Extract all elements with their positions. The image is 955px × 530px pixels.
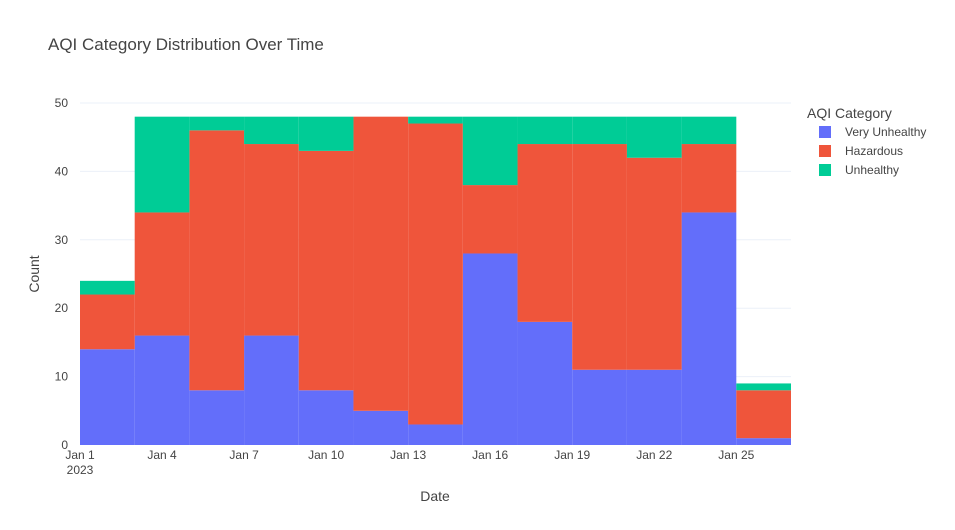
- bar-very-unhealthy[interactable]: [298, 390, 354, 445]
- bar-unhealthy[interactable]: [517, 116, 573, 145]
- x-tick-label: Jan 7: [229, 448, 259, 462]
- bar-hazardous[interactable]: [681, 144, 737, 213]
- legend-label-hazardous[interactable]: Hazardous: [845, 144, 903, 158]
- bar-very-unhealthy[interactable]: [134, 335, 190, 445]
- legend-swatch-very-unhealthy[interactable]: [819, 126, 831, 138]
- x-tick-label: Jan 10: [308, 448, 344, 462]
- y-axis-ticks: 0 10 20 30 40 50: [55, 96, 69, 452]
- bar-hazardous[interactable]: [572, 144, 627, 370]
- y-tick-label: 0: [61, 438, 68, 452]
- bar-hazardous[interactable]: [462, 185, 518, 254]
- x-tick-label: Jan 4: [147, 448, 177, 462]
- y-tick-label: 40: [55, 164, 69, 178]
- x-tick-label: Jan 13: [390, 448, 426, 462]
- legend-label-very-unhealthy[interactable]: Very Unhealthy: [845, 125, 926, 139]
- x-tick-label: Jan 25: [718, 448, 754, 462]
- bar-very-unhealthy[interactable]: [408, 424, 463, 445]
- bar-hazardous[interactable]: [189, 130, 245, 391]
- chart-title: AQI Category Distribution Over Time: [48, 35, 324, 54]
- bar-unhealthy[interactable]: [736, 383, 791, 391]
- y-tick-label: 30: [55, 233, 69, 247]
- x-tick-label: Jan 19: [554, 448, 590, 462]
- y-tick-label: 20: [55, 301, 69, 315]
- x-tick-year-label: 2023: [67, 463, 94, 477]
- bar-unhealthy[interactable]: [462, 116, 518, 186]
- bar-unhealthy[interactable]: [681, 116, 737, 145]
- bar-very-unhealthy[interactable]: [626, 369, 682, 445]
- x-tick-label: Jan 22: [636, 448, 672, 462]
- bar-hazardous[interactable]: [736, 390, 791, 439]
- y-tick-label: 10: [55, 370, 69, 384]
- bar-unhealthy[interactable]: [189, 116, 245, 131]
- legend-label-unhealthy[interactable]: Unhealthy: [845, 163, 899, 177]
- bar-hazardous[interactable]: [298, 150, 354, 391]
- bar-very-unhealthy[interactable]: [681, 212, 737, 445]
- x-tick-label: Jan 16: [472, 448, 508, 462]
- bar-unhealthy[interactable]: [244, 116, 299, 145]
- bar-hazardous[interactable]: [517, 144, 573, 322]
- bars: [80, 116, 791, 445]
- x-tick-label: Jan 1: [65, 448, 95, 462]
- bar-very-unhealthy[interactable]: [189, 390, 245, 445]
- bar-unhealthy[interactable]: [572, 116, 627, 145]
- y-tick-label: 50: [55, 96, 69, 110]
- bar-hazardous[interactable]: [80, 294, 135, 350]
- bar-hazardous[interactable]: [408, 123, 463, 425]
- bar-very-unhealthy[interactable]: [736, 438, 791, 445]
- legend-swatch-unhealthy[interactable]: [819, 164, 831, 176]
- bar-very-unhealthy[interactable]: [80, 349, 135, 445]
- x-axis-title: Date: [420, 488, 450, 504]
- bar-unhealthy[interactable]: [298, 116, 354, 151]
- bar-unhealthy[interactable]: [626, 116, 682, 158]
- legend-swatch-hazardous[interactable]: [819, 145, 831, 157]
- bar-hazardous[interactable]: [626, 157, 682, 370]
- bar-hazardous[interactable]: [353, 116, 409, 411]
- legend: AQI Category Very Unhealthy Hazardous Unhe…: [807, 105, 926, 177]
- bar-hazardous[interactable]: [134, 212, 190, 336]
- bar-unhealthy[interactable]: [408, 116, 463, 124]
- bar-unhealthy[interactable]: [134, 116, 190, 213]
- y-axis-title: Count: [26, 255, 42, 292]
- bar-very-unhealthy[interactable]: [572, 369, 627, 445]
- legend-title: AQI Category: [807, 105, 892, 121]
- bar-hazardous[interactable]: [244, 144, 299, 336]
- bar-unhealthy[interactable]: [80, 280, 135, 295]
- bar-very-unhealthy[interactable]: [517, 321, 573, 445]
- bar-very-unhealthy[interactable]: [353, 410, 409, 445]
- bar-very-unhealthy[interactable]: [462, 253, 518, 445]
- bar-very-unhealthy[interactable]: [244, 335, 299, 445]
